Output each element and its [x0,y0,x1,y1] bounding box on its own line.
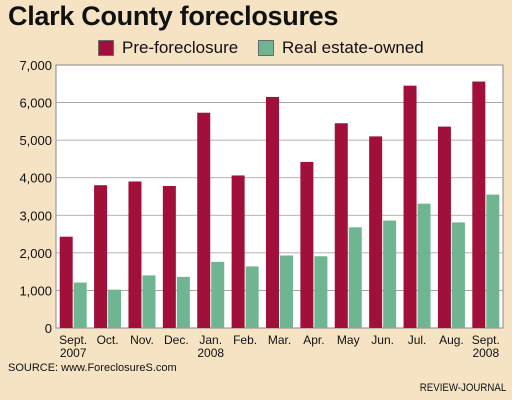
bar-pre-foreclosure [403,85,417,329]
plot-area [55,64,504,329]
x-tick-label: Feb. [233,333,257,347]
bar-pre-foreclosure [59,236,73,328]
bar-real-estate-owned [108,289,122,328]
bar-pre-foreclosure [266,96,279,328]
x-tick-label: Jul. [408,333,427,347]
source-note: SOURCE: www.ForeclosureS.com [8,362,177,374]
bar-pre-foreclosure [472,81,486,328]
x-tick-label: May [337,333,360,347]
x-tick-label: Oct. [97,333,119,347]
y-tick-label: 5,000 [19,133,52,148]
x-tick-label: Nov. [130,333,154,347]
chart-title: Clark County foreclosures [8,1,339,31]
bars [59,81,500,329]
y-tick-label: 0 [45,321,52,336]
legend-item-real-estate-owned: Real estate-owned [258,38,424,58]
bar-pre-foreclosure [437,126,451,328]
x-tick-label: Mar. [268,333,291,347]
x-tick-label: Sept. 2008 [472,333,500,360]
legend-label-real-estate-owned: Real estate-owned [282,38,424,57]
bar-pre-foreclosure [300,161,314,328]
bar-real-estate-owned [245,266,259,328]
y-tick-label: 7,000 [19,58,52,73]
bar-real-estate-owned [314,256,328,328]
credit-line: REVIEW-JOURNAL [419,382,506,394]
y-tick-label: 2,000 [19,246,52,261]
y-tick-label: 1,000 [19,283,52,298]
x-axis-ticks: Sept. 2007 Oct. Nov. Dec. Jan. 2008 Feb. Mar. Apr… [59,333,500,360]
bar-real-estate-owned [176,276,190,328]
y-axis-ticks: 0 1,000 2,000 3,000 4,000 5,000 6,000 7,000 [19,58,52,336]
x-tick-label: Sept. 2007 [59,333,87,360]
bar-pre-foreclosure [334,123,348,328]
bar-pre-foreclosure [231,175,245,328]
bar-pre-foreclosure [94,185,108,328]
bar-real-estate-owned [280,255,293,328]
x-tick-label: Dec. [164,333,189,347]
x-tick-label: Apr. [303,333,324,347]
y-tick-label: 3,000 [19,208,52,223]
legend-item-pre-foreclosure: Pre-foreclosure [98,38,238,58]
legend-swatch-pre-foreclosure [98,40,114,56]
x-tick-label: Aug. [439,333,464,347]
bar-real-estate-owned [211,261,225,328]
bar-real-estate-owned [486,194,500,328]
x-tick-label: Jan. 2008 [197,333,224,360]
y-tick-label: 6,000 [19,96,52,111]
bar-real-estate-owned [451,222,465,328]
bar-pre-foreclosure [369,136,383,328]
y-tick-label: 4,000 [19,171,52,186]
bar-pre-foreclosure [128,181,142,328]
bar-real-estate-owned [383,220,397,328]
legend-label-pre-foreclosure: Pre-foreclosure [122,38,239,57]
bar-real-estate-owned [73,282,87,328]
bar-real-estate-owned [417,203,431,328]
x-tick-label: Jun. [371,333,394,347]
legend-swatch-real-estate-owned [258,40,274,56]
bar-real-estate-owned [348,227,362,328]
bar-pre-foreclosure [162,185,176,328]
bar-real-estate-owned [142,275,156,328]
bar-pre-foreclosure [197,112,211,328]
